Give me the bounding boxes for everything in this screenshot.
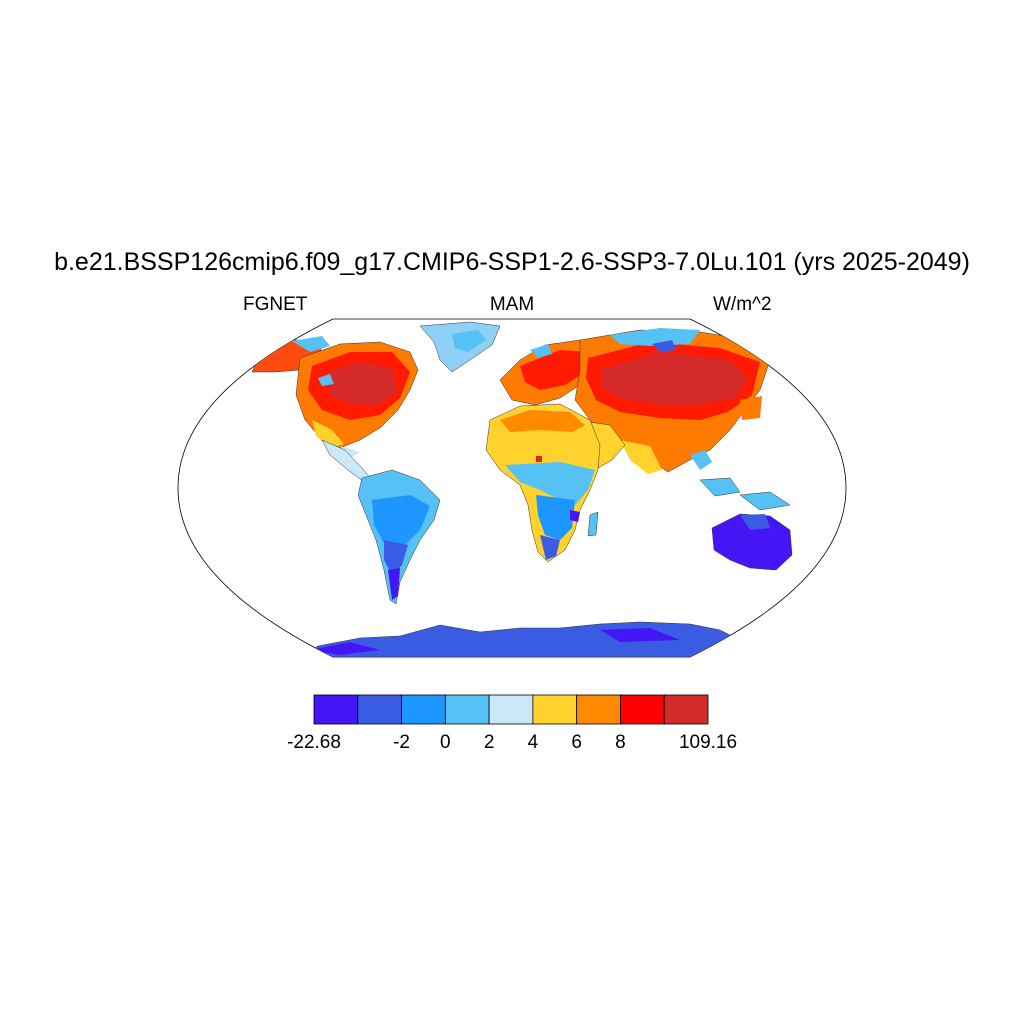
colorbar-swatch — [313, 694, 359, 725]
maritime-asia-region — [699, 477, 791, 511]
colorbar-tick-label: 8 — [615, 732, 626, 753]
colorbar-swatch — [488, 694, 534, 725]
colorbar-tick-label: 4 — [527, 732, 539, 753]
plot-title: b.e21.BSSP126cmip6.f09_g17.CMIP6-SSP1-2.… — [54, 248, 970, 276]
colorbar-tick-label: 2 — [483, 732, 495, 753]
colorbar — [313, 694, 709, 725]
colorbar-swatch — [663, 694, 709, 725]
season-label: MAM — [489, 294, 535, 315]
colorbar-swatch — [444, 694, 490, 725]
colorbar-tick-label: -2 — [393, 732, 410, 753]
colorbar-swatch — [401, 694, 446, 725]
variable-label: FGNET — [243, 294, 308, 315]
colorbar-tick-label: 6 — [571, 732, 582, 753]
colorbar-swatch — [532, 694, 578, 725]
units-label: W/m^2 — [713, 294, 772, 315]
colorbar-swatch — [357, 694, 402, 725]
colorbar-swatch — [576, 694, 621, 725]
colorbar-tick-label: -22.68 — [287, 732, 341, 753]
colorbar-swatch — [620, 694, 665, 725]
colorbar-tick-label: 109.16 — [678, 732, 738, 753]
colorbar-tick-label: 0 — [440, 732, 451, 753]
